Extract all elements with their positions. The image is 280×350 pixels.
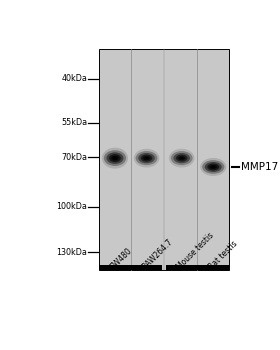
Ellipse shape (143, 156, 150, 160)
Text: 130kDa: 130kDa (56, 247, 87, 257)
Text: MMP17: MMP17 (241, 162, 278, 172)
Ellipse shape (176, 155, 187, 162)
Ellipse shape (109, 154, 121, 162)
Ellipse shape (200, 158, 226, 176)
Ellipse shape (111, 156, 119, 160)
Ellipse shape (169, 149, 195, 168)
Ellipse shape (113, 157, 117, 159)
Ellipse shape (211, 166, 215, 168)
Text: Rat testis: Rat testis (207, 239, 239, 271)
Text: 100kDa: 100kDa (56, 202, 87, 211)
Text: Mouse testis: Mouse testis (175, 231, 216, 271)
Ellipse shape (207, 163, 219, 170)
Bar (99, 49, 229, 270)
Bar (197, 265, 229, 270)
Text: 40kDa: 40kDa (61, 74, 87, 83)
Ellipse shape (178, 156, 185, 160)
Ellipse shape (144, 157, 148, 159)
Ellipse shape (205, 162, 222, 172)
Text: 70kDa: 70kDa (61, 153, 87, 161)
Ellipse shape (102, 148, 128, 169)
Text: SW480: SW480 (109, 246, 134, 271)
Ellipse shape (141, 155, 152, 162)
Ellipse shape (171, 151, 193, 165)
Ellipse shape (210, 165, 217, 169)
Ellipse shape (134, 149, 159, 168)
Ellipse shape (136, 151, 157, 165)
Text: 55kDa: 55kDa (61, 118, 87, 127)
Ellipse shape (104, 150, 126, 166)
Bar (131, 265, 162, 270)
Bar (166, 265, 197, 270)
Ellipse shape (202, 160, 224, 174)
Bar (99, 265, 131, 270)
Ellipse shape (138, 153, 155, 163)
Ellipse shape (180, 157, 184, 159)
Text: RAW264.7: RAW264.7 (140, 237, 174, 271)
Ellipse shape (106, 152, 123, 164)
Ellipse shape (173, 153, 190, 163)
